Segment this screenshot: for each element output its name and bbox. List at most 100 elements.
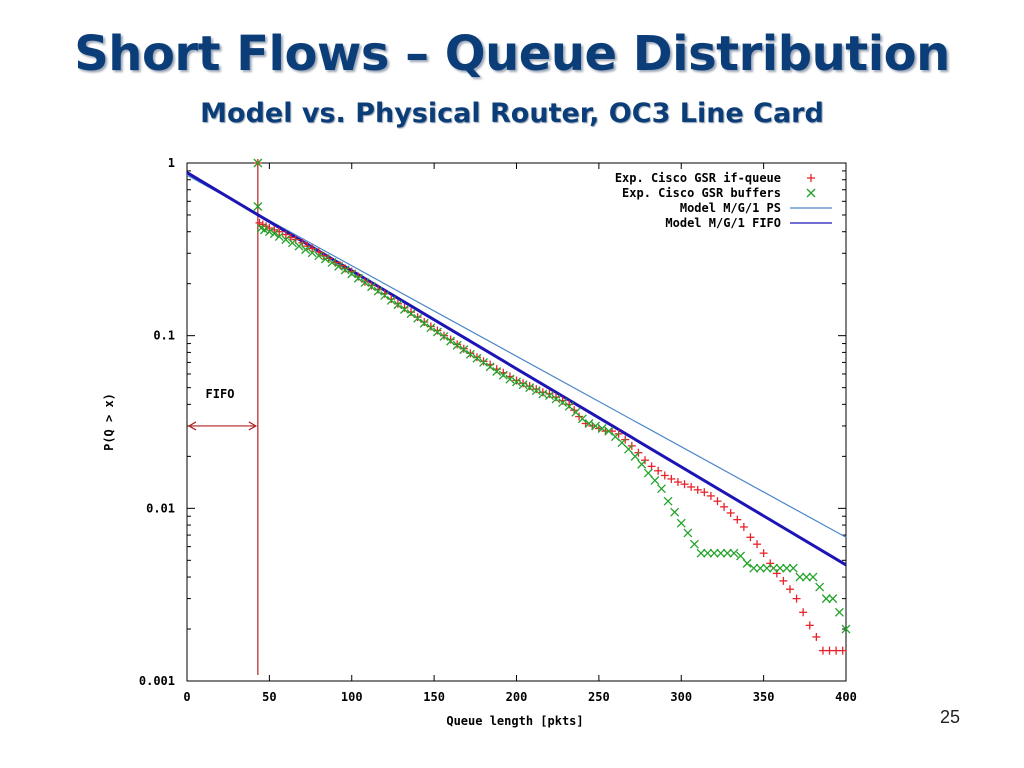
data-point-x: [841, 624, 851, 634]
data-point-x: [393, 300, 403, 310]
data-point-x: [505, 374, 515, 384]
x-axis-label: Queue length [pkts]: [446, 714, 583, 728]
data-point-x: [551, 394, 561, 404]
data-point-x: [518, 380, 528, 390]
data-point-x: [353, 273, 363, 283]
data-point-x: [281, 235, 291, 245]
data-point-x: [782, 563, 792, 573]
data-point-plus: [772, 569, 781, 578]
data-point-plus: [308, 244, 317, 253]
data-point-x: [597, 424, 607, 433]
legend-label: Exp. Cisco GSR buffers: [622, 186, 781, 200]
data-point-plus: [753, 540, 762, 549]
data-point-plus: [545, 389, 554, 398]
data-point-plus: [281, 230, 290, 239]
data-point-plus: [759, 549, 768, 558]
data-point-x: [269, 229, 279, 239]
data-point-x: [446, 336, 456, 346]
data-point-x: [294, 241, 304, 251]
data-point-plus: [354, 272, 363, 281]
data-point-x: [716, 548, 726, 558]
data-point-x: [630, 451, 640, 461]
data-point-x: [419, 318, 429, 328]
data-point-x: [755, 563, 765, 573]
data-point-x: [637, 459, 647, 469]
data-point-plus: [552, 393, 561, 402]
data-point-x: [367, 282, 376, 292]
data-point-x: [742, 558, 752, 568]
data-point-plus: [726, 508, 735, 517]
y-tick-label: 0.001: [139, 674, 175, 688]
x-tick-label: 50: [262, 690, 276, 704]
series-exp-cisco-gsr-if-queue: [253, 159, 847, 655]
x-tick-label: 250: [588, 690, 610, 704]
data-point-plus: [700, 488, 709, 497]
x-tick-label: 400: [835, 690, 857, 704]
data-point-plus: [693, 485, 702, 494]
data-point-plus: [779, 576, 788, 585]
data-point-x: [347, 269, 357, 279]
model-line-model-m-g-1-fifo: [186, 171, 847, 567]
series-exp-cisco-gsr-buffers: [253, 158, 851, 634]
data-point-x: [709, 548, 719, 558]
data-point-plus: [341, 264, 350, 273]
data-point-plus: [575, 412, 584, 421]
data-point-x: [762, 563, 772, 573]
data-point-x: [314, 251, 324, 261]
data-point-x: [465, 349, 475, 359]
data-point-x: [703, 548, 713, 558]
data-point-x: [604, 426, 614, 436]
data-point-plus: [660, 471, 669, 480]
data-point-x: [828, 594, 838, 604]
page-number: 25: [939, 707, 961, 727]
data-point-plus: [512, 376, 521, 385]
data-point-x: [413, 313, 423, 323]
data-point-x: [722, 548, 732, 558]
data-point-x: [795, 572, 805, 582]
data-point-plus: [805, 621, 814, 630]
data-point-plus: [374, 285, 383, 294]
data-point-x: [512, 377, 521, 387]
data-point-x: [821, 594, 831, 604]
data-point-x: [802, 572, 811, 582]
x-tick-label: 0: [183, 690, 190, 704]
data-point-x: [334, 261, 344, 271]
data-point-x: [320, 254, 330, 264]
fifo-arrow-right-head: [248, 421, 258, 431]
data-point-x: [360, 278, 370, 288]
data-point-x: [373, 286, 383, 296]
slide-subtitle: Model vs. Physical Router, OC3 Line Card: [200, 98, 824, 129]
data-point-x: [386, 295, 396, 305]
data-point-plus: [673, 478, 682, 487]
legend-label: Model M/G/1 PS: [680, 201, 781, 215]
data-point-x: [643, 468, 653, 478]
data-point-x: [775, 563, 785, 573]
data-point-x: [729, 548, 739, 558]
data-point-plus: [472, 353, 481, 362]
data-point-plus: [807, 174, 815, 182]
data-point-x: [253, 202, 263, 211]
legend-label: Exp. Cisco GSR if-queue: [615, 171, 781, 185]
fifo-arrow-left-head: [187, 421, 197, 431]
data-point-x: [769, 563, 778, 573]
data-point-x: [834, 607, 844, 617]
data-point-x: [577, 414, 587, 424]
data-point-plus: [792, 594, 801, 603]
data-point-x: [531, 386, 541, 396]
data-point-x: [485, 362, 495, 372]
data-point-x: [676, 518, 686, 528]
y-tick-label: 0.1: [153, 329, 175, 343]
y-tick-label: 1: [168, 156, 175, 170]
data-point-x: [287, 238, 297, 248]
data-point-x: [400, 304, 409, 314]
y-tick-label: 0.01: [146, 501, 175, 515]
data-point-x: [439, 331, 449, 341]
data-point-plus: [733, 515, 742, 524]
data-point-x: [301, 245, 311, 255]
data-point-x: [624, 444, 633, 454]
data-point-x: [426, 323, 436, 333]
data-point-x: [591, 421, 601, 431]
data-point-x: [459, 345, 469, 355]
data-point-plus: [713, 497, 722, 506]
data-point-plus: [654, 466, 663, 475]
